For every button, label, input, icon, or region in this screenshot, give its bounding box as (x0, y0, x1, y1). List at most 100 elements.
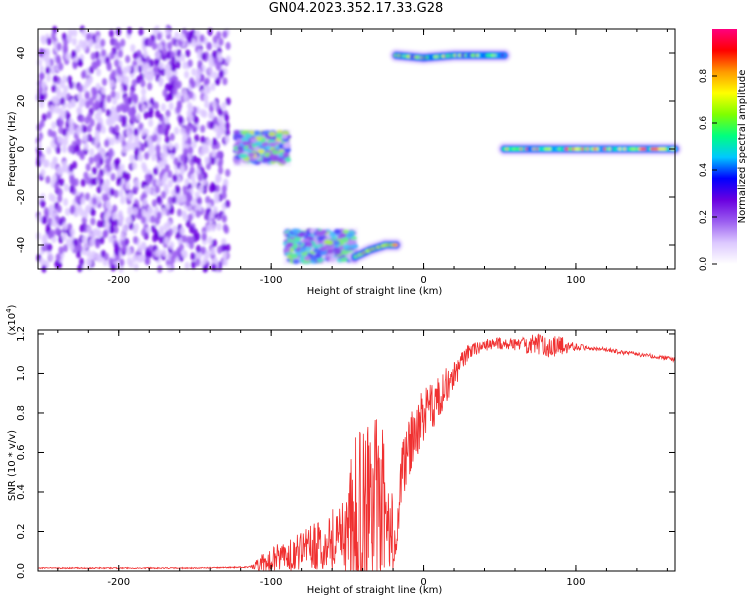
noise-speck (158, 235, 164, 244)
noise-speck (155, 144, 161, 153)
band-spot (500, 53, 506, 58)
noise-speck (130, 44, 136, 53)
noise-speck (51, 84, 57, 93)
noise-speck (149, 69, 155, 78)
noise-speck (169, 133, 175, 142)
noise-speck (135, 75, 142, 84)
noise-speck (90, 52, 96, 61)
noise-speck (88, 156, 94, 165)
noise-speck (58, 62, 64, 71)
noise-speck (175, 105, 181, 114)
noise-speck (210, 82, 216, 91)
x-tick-label: -100 (260, 577, 283, 588)
noise-speck (112, 38, 118, 47)
noise-speck (166, 51, 172, 60)
noise-speck (45, 59, 51, 68)
noise-speck (157, 43, 163, 52)
y-tick-label: 0.0 (16, 563, 27, 579)
noise-speck (179, 53, 186, 62)
noise-speck (201, 52, 207, 61)
noise-speck (69, 176, 75, 185)
noise-speck (106, 61, 112, 70)
noise-speck (175, 60, 181, 69)
noise-speck (36, 141, 42, 150)
noise-speck (103, 229, 109, 238)
noise-speck (109, 79, 115, 88)
noise-speck (57, 188, 63, 197)
noise-speck (126, 248, 132, 257)
noise-speck (72, 61, 78, 70)
noise-speck (195, 232, 201, 241)
noise-speck (185, 219, 191, 228)
noise-speck (132, 207, 138, 216)
noise-speck (59, 97, 66, 106)
noise-speck (48, 253, 54, 262)
noise-speck (134, 147, 140, 156)
noise-speck (56, 42, 62, 51)
noise-speck (144, 151, 150, 160)
y-tick-label: -40 (16, 237, 27, 253)
noise-speck (210, 156, 216, 165)
noise-speck (119, 163, 125, 172)
noise-speck (53, 182, 60, 191)
snr-x-axis-label: Height of straight line (km) (307, 585, 443, 596)
noise-speck (147, 206, 153, 215)
noise-speck (156, 195, 162, 204)
noise-speck (170, 56, 176, 65)
noise-speck (211, 184, 217, 193)
noise-speck (214, 191, 220, 200)
noise-speck (66, 75, 73, 84)
noise-speck (79, 224, 85, 233)
noise-speck (212, 116, 219, 125)
noise-speck (217, 115, 223, 124)
noise-speck (191, 68, 197, 77)
noise-speck (96, 122, 102, 131)
noise-speck (40, 199, 46, 208)
figure-title: GN04.2023.352.17.33.G28 (268, 1, 444, 16)
noise-speck (193, 116, 199, 125)
noise-speck (88, 38, 94, 47)
noise-speck (61, 128, 68, 137)
noise-speck (61, 232, 67, 241)
noise-speck (187, 59, 193, 68)
noise-speck (120, 196, 126, 205)
noise-speck (163, 128, 169, 137)
noise-speck (119, 258, 125, 267)
noise-speck (159, 151, 166, 160)
noise-speck (176, 80, 182, 89)
noise-speck (161, 48, 168, 57)
noise-speck (144, 70, 150, 79)
noise-speck (170, 255, 176, 264)
colorbar: 0.0 0.2 0.4 0.6 0.8 Normalized spectral ampl… (699, 29, 748, 271)
noise-speck (179, 164, 186, 173)
noise-speck (79, 152, 85, 161)
noise-speck (85, 204, 92, 213)
noise-speck (178, 116, 184, 125)
noise-speck (175, 186, 181, 195)
noise-speck (82, 133, 88, 142)
noise-speck (44, 47, 51, 56)
noise-speck (35, 232, 42, 241)
noise-speck (221, 102, 227, 111)
noise-speck (60, 112, 66, 121)
colorbar-label: Normalized spectral amplitude (737, 70, 748, 224)
noise-speck (103, 252, 109, 261)
noise-speck (153, 64, 159, 73)
noise-speck (180, 127, 186, 136)
noise-speck (44, 159, 50, 168)
noise-speck (84, 91, 90, 100)
noise-speck (171, 195, 177, 204)
noise-speck (52, 95, 58, 104)
noise-speck (94, 41, 100, 50)
noise-speck (79, 257, 85, 266)
noise-speck (91, 197, 98, 206)
noise-speck (109, 188, 115, 197)
noise-speck (218, 37, 224, 46)
noise-speck (105, 200, 111, 209)
noise-speck (63, 137, 69, 146)
noise-speck (77, 59, 84, 68)
noise-speck (200, 108, 206, 117)
colorbar-tick-label: 0.4 (699, 163, 709, 178)
noise-speck (217, 54, 223, 63)
